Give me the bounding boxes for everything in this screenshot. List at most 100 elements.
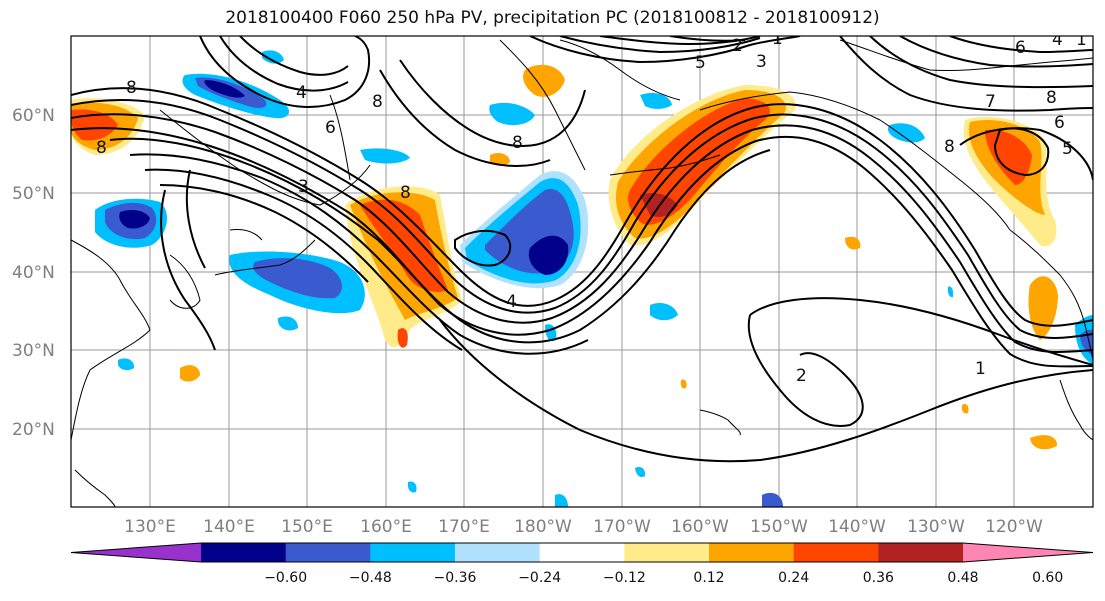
pv-contour-top-1 [529,36,801,64]
contour-label: 8 [126,78,137,98]
contour-label: 2 [796,366,807,386]
contour-label: 4 [1052,30,1063,50]
contour-label: 8 [400,183,411,203]
contour-label: 3 [756,52,767,72]
contour-label: 8 [96,138,107,158]
colorbar-tick-label: −0.48 [349,570,392,586]
contour-label: 4 [296,83,307,103]
lat-label: 60°N [12,106,55,126]
colorbar-swatch [455,543,541,562]
contour-label: 2 [732,36,743,56]
contour-labels: 8 8 4 6 3 8 8 4 2 1 3 5 8 6 5 1 6 7 8 8 … [96,29,1087,386]
pv-contour-low-1 [454,229,512,267]
pv-contour-top-4 [669,36,746,42]
coastline-hawaii-islands [699,409,741,436]
coastline-north-america-west [1009,229,1093,361]
pv-contour-ne-1 [839,36,1093,112]
pv-contour-ne-3 [899,36,1093,68]
coastline-russia-east [159,109,371,206]
lon-label: 150°W [750,517,808,537]
precip-negative-region-small-1 [262,50,284,64]
colorbar-tick-label: 0.12 [693,570,724,586]
coastline-aleutian-islands [609,154,721,176]
contour-label: 4 [506,292,517,312]
contour-label: 6 [325,118,336,138]
pv-contour-ridge-1 [199,36,370,108]
latitude-labels: 60°N 50°N 40°N 30°N 20°N [12,106,55,440]
pv-contour-subtropic-1 [749,297,1093,366]
colorbar-outline [70,542,1094,563]
colorbar-swatch [201,543,287,562]
coastline-alaska-peninsula [699,91,1011,231]
coastline-asia-mainland [71,239,151,441]
pv-contour-west-1 [160,189,216,351]
precip-positive-region-baja [1030,435,1058,450]
coastline-korea [169,254,201,309]
lon-label: 160°E [360,517,412,537]
coastline-alaska-west [559,39,681,101]
coastlines [71,39,1093,507]
pv-contour-4 [71,127,1093,368]
pv-contour-ne-2 [869,36,1093,89]
lon-label: 140°W [828,517,886,537]
lon-label: 160°W [671,517,729,537]
colorbar-swatch [624,543,710,562]
lon-label: 150°E [281,517,333,537]
colorbar-extend-min [71,543,201,562]
pv-contours [71,36,1093,463]
lon-label: 180°W [514,517,572,537]
contour-label: 1 [975,359,986,379]
pv-contour-1 [71,87,1093,327]
precip-negative-region-gulf-alaska-coast [887,123,925,143]
colorbar-swatch [285,543,371,562]
pv-contour-ridge-2 [219,36,349,92]
pv-contour-7 [144,168,463,351]
precip-negative-region-bering [640,93,672,109]
contour-label: 8 [512,133,523,153]
coastline-japan-honshu [214,239,316,276]
lat-label: 50°N [12,184,55,204]
lon-label: 130°W [907,517,965,537]
map-frame [70,35,1094,508]
precip-negative-region-sea-of-okhotsk-south-mid [253,258,342,299]
precip-positive-region-gulf-of-alaska-max [985,129,1032,185]
pv-contour-kamchatka-2 [379,69,551,167]
lon-label: 170°W [593,517,651,537]
coastline-philippines [74,469,116,507]
lon-label: 130°E [124,517,176,537]
pv-contour-west-2 [185,169,206,269]
pv-contour-subtropic-2 [747,314,864,427]
precip-negative-region-tiny-west-coast [947,286,954,298]
colorbar-swatch [370,543,456,562]
precip-positive-region-hawaii-north [845,236,861,250]
lon-label: 170°E [438,517,490,537]
precip-positive-region-central-pacific [490,152,510,166]
precip-negative-region-small-7 [407,481,417,493]
pv-contour-ne-4 [949,36,1093,54]
colorbar-tick-label: 0.60 [1032,570,1063,586]
coastline-baja [1059,379,1093,441]
colorbar-swatch [878,543,964,562]
coastline-kamchatka [499,39,586,171]
colorbar-swatch [539,543,625,562]
precip-positive-region-small-central [680,379,687,389]
colorbar-tick-label: 0.24 [778,570,809,586]
pv-contour-3 [71,113,1093,354]
precip-negative-region-small-2 [278,316,298,331]
pv-contour-8 [159,184,369,283]
pv-contour-subtropic-3 [439,319,1093,463]
precip-positive-region-west-pacific-small [397,328,408,348]
contour-label: 5 [1062,139,1073,159]
contour-label: 8 [1046,88,1057,108]
precip-negative-region-small-5 [118,358,135,371]
contour-label: 6 [1054,113,1065,133]
colorbar-tick-label: −0.60 [264,570,307,586]
colorbar-tick-label: 0.36 [863,570,894,586]
contour-label: 1 [772,29,783,49]
precip-negative-region-siberia-core [204,80,245,98]
precip-negative-region-kuril [360,148,410,164]
pv-contour-6 [129,153,589,355]
precip-positive-region-kamchatka-north [523,64,565,97]
contour-label: 7 [985,92,996,112]
